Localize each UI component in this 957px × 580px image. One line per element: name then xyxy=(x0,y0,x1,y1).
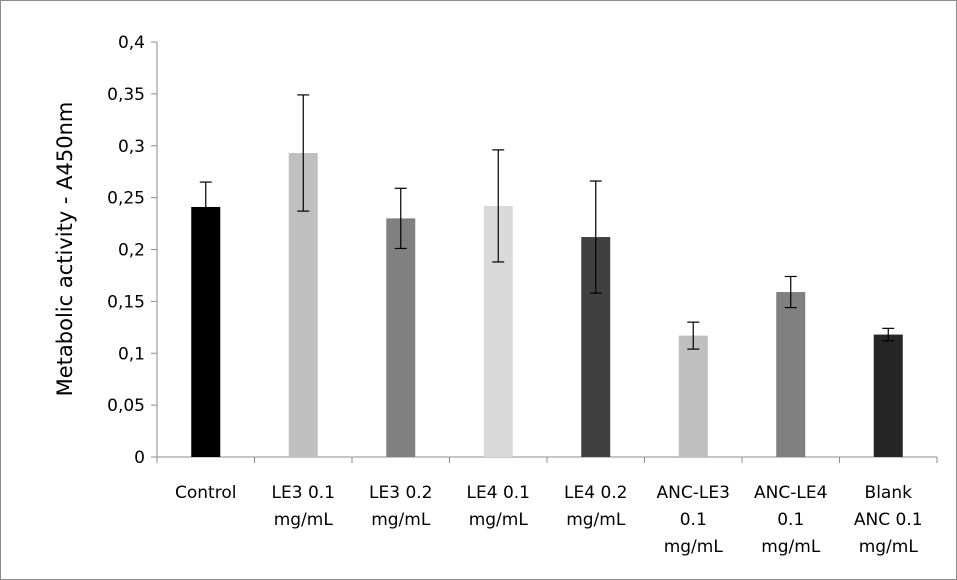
x-tick-label-line: LE4 0.2 xyxy=(564,483,627,503)
x-axis: Control LE3 0.1 mg/mL LE3 0.2 mg/mL LE4 0.1 mg… xyxy=(156,456,938,557)
x-tick-label: LE3 0.1 mg/mL xyxy=(272,483,335,530)
x-tick-label-line: mg/mL xyxy=(761,537,821,557)
x-tick-label: ANC-LE3 0.1 mg/mL xyxy=(657,483,730,557)
x-tick-label-line: mg/mL xyxy=(274,510,334,530)
y-tick-label: 0,15 xyxy=(107,292,145,312)
x-tick-label-line: 0.1 xyxy=(680,510,707,530)
x-tick-label-line: LE4 0.1 xyxy=(467,483,530,503)
bar xyxy=(386,218,416,457)
x-tick-label-line: ANC-LE4 xyxy=(754,483,827,503)
x-tick-label-line: mg/mL xyxy=(664,537,724,557)
y-tick-label: 0,35 xyxy=(107,85,145,105)
x-tick-label: Blank ANC 0.1 mg/mL xyxy=(854,483,923,557)
y-tick-label: 0,4 xyxy=(118,33,145,53)
x-tick-label-line: mg/mL xyxy=(859,537,919,557)
bar xyxy=(776,292,806,457)
y-tick-label: 0,05 xyxy=(107,396,145,416)
x-tick-label: LE4 0.2 mg/mL xyxy=(564,483,627,530)
bar xyxy=(873,334,903,457)
x-tick-label: ANC-LE4 0.1 mg/mL xyxy=(754,483,827,557)
x-tick-label-line: mg/mL xyxy=(566,510,626,530)
y-axis: 0 0,05 0,1 0,15 0,2 0,25 0,3 0,35 0,4 xyxy=(107,33,158,468)
x-tick-label: Control xyxy=(175,483,236,503)
x-tick-label-line: mg/mL xyxy=(469,510,529,530)
y-tick-label: 0,1 xyxy=(118,344,145,364)
y-tick-label: 0,2 xyxy=(118,241,145,261)
bar xyxy=(191,206,221,457)
error-bars xyxy=(199,94,895,350)
y-tick-label: 0,3 xyxy=(118,137,145,157)
bar xyxy=(678,335,708,457)
y-tick-label: 0,25 xyxy=(107,189,145,209)
x-tick-label-line: 0.1 xyxy=(777,510,804,530)
x-tick-label-line: LE3 0.2 xyxy=(369,483,432,503)
y-tick-label: 0 xyxy=(134,448,145,468)
x-tick-label: LE3 0.2 mg/mL xyxy=(369,483,432,530)
x-tick-label: LE4 0.1 mg/mL xyxy=(467,483,530,530)
x-tick-label-line: Control xyxy=(175,483,236,503)
x-tick-label-line: ANC 0.1 xyxy=(854,510,923,530)
y-axis-title: Metabolic activity - A450nm xyxy=(53,102,77,397)
bars xyxy=(191,153,903,457)
x-tick-label-line: LE3 0.1 xyxy=(272,483,335,503)
x-tick-label-line: Blank xyxy=(865,483,913,503)
x-tick-label-line: mg/mL xyxy=(371,510,431,530)
x-tick-label-line: ANC-LE3 xyxy=(657,483,730,503)
